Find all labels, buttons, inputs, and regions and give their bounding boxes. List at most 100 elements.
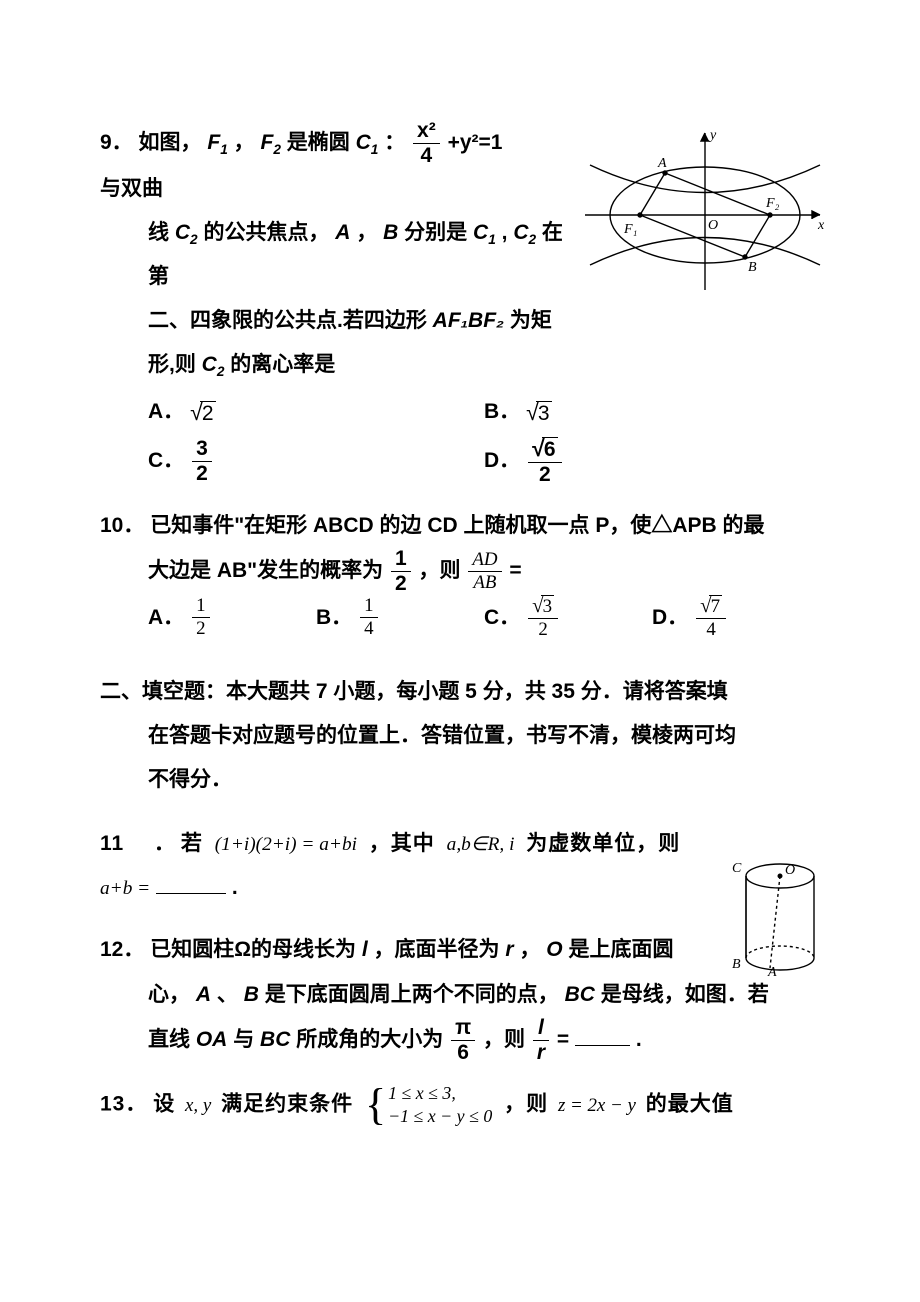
cyl-B: B <box>732 957 741 972</box>
q9-opts-row1: A． √2 B． √3 <box>148 388 820 436</box>
q9-l2e: , <box>502 221 508 244</box>
q11-c: 为虚数单位，则 <box>526 832 680 855</box>
q9-num: 9． <box>100 131 133 154</box>
q12-l3c: 所成角的大小为 <box>296 1028 443 1051</box>
q9-optC: C． 32 <box>148 436 484 486</box>
sec2-l2: 在答题卡对应题号的位置上．答错位置，书写不清，模棱两可均 <box>148 714 820 758</box>
q9-l3b: 为矩 <box>510 309 552 332</box>
q10-optC: C． √3 2 <box>484 595 652 640</box>
axis-y-label: y <box>708 128 717 143</box>
q12-l2d: 是母线，如图．若 <box>601 983 769 1006</box>
q10-a: 已知事件"在矩形 ABCD 的边 CD 上随机取一点 P，使△APB 的最 <box>150 514 764 537</box>
question-10: 10． 已知事件"在矩形 ABCD 的边 CD 上随机取一点 P，使△APB 的… <box>100 504 820 640</box>
q12-l3e: = <box>557 1028 569 1051</box>
q12-figure: C O B A <box>730 858 830 978</box>
cyl-C: C <box>732 861 742 876</box>
q10-opts: A． 12 B． 14 C． √3 2 D． √7 4 <box>148 595 820 640</box>
q12-num: 12． <box>100 938 144 961</box>
q12-l3d: ，则 <box>483 1028 525 1051</box>
q9-B: B <box>383 221 398 244</box>
q11-period: . <box>232 876 238 899</box>
q9-t2: ， <box>234 131 255 154</box>
q12-BC2: BC <box>260 1028 290 1051</box>
q12-d: 是上底面圆 <box>568 938 673 961</box>
q11-dot: ． <box>154 832 175 855</box>
q12-B: B <box>244 983 259 1006</box>
q11-b: ，其中 <box>369 832 435 855</box>
q9-t3: 是椭圆 <box>287 131 356 154</box>
axis-x-label: x <box>817 218 825 233</box>
sec2-l3: 不得分． <box>148 758 820 802</box>
q10-half: 12 <box>391 548 411 595</box>
q12-blank <box>575 1026 630 1046</box>
q11-cond: a,b∈R, i <box>447 834 515 855</box>
q12-l2c: 是下底面圆周上两个不同的点， <box>265 983 559 1006</box>
q12-angle: π6 <box>451 1017 475 1064</box>
q11-a: 若 <box>181 832 203 855</box>
q12-a: 已知圆柱Ω的母线长为 <box>150 938 362 961</box>
question-11: 11 ． 若 (1+i)(2+i) = a+bi ，其中 a,b∈R, i 为虚… <box>100 822 820 910</box>
q13-z: z = 2x − y <box>558 1095 636 1116</box>
q10-optD: D． √7 4 <box>652 595 820 640</box>
q11-expr: (1+i)(2+i) = a+bi <box>215 834 357 855</box>
q9-l2c: ， <box>356 221 377 244</box>
pt-F1: F₁ <box>623 222 637 237</box>
q12-OA: OA <box>196 1028 228 1051</box>
q11-blank <box>156 875 226 895</box>
q9-opts-row2: C． 32 D． √6 2 <box>148 436 820 486</box>
q12-l3a: 直线 <box>148 1028 196 1051</box>
q9-figure: y x A B F₁ F₂ O <box>580 125 830 295</box>
q13-num: 13． <box>100 1093 147 1116</box>
q9-t1: 如图， <box>139 131 202 154</box>
q9-optD: D． √6 2 <box>484 436 820 486</box>
q9-optA: A． √2 <box>148 388 484 436</box>
q10-d: = <box>509 559 521 582</box>
q12-l: l <box>362 938 368 961</box>
q9-C1b: C1 <box>473 221 496 244</box>
q9-frac: x² 4 <box>413 120 440 167</box>
q10-optB: B． 14 <box>316 595 484 640</box>
q13-c: ，则 <box>504 1093 548 1116</box>
q9-C2: C2 <box>175 221 198 244</box>
pt-A: A <box>657 156 667 171</box>
page: y x A B F₁ F₂ O C O B A 9． <box>0 0 920 1302</box>
q10-num: 10． <box>100 514 144 537</box>
q9-F2: F2 <box>260 131 280 154</box>
question-12: 12． 已知圆柱Ω的母线长为 l ，底面半径为 r ， O 是上底面圆 心， A… <box>100 928 700 1063</box>
q9-l4b: 的离心率是 <box>230 353 335 376</box>
cyl-O: O <box>785 863 795 878</box>
q12-lr: lr <box>533 1017 549 1064</box>
q9-F1: F1 <box>207 131 227 154</box>
pt-B: B <box>748 260 757 275</box>
q10-c: ，则 <box>419 559 461 582</box>
q10-ratio: ADAB <box>468 550 501 593</box>
q9-l4C2: C2 <box>202 353 225 376</box>
q9-l2d: 分别是 <box>404 221 473 244</box>
sec2-l1: 二、填空题：本大题共 7 小题，每小题 5 分，共 35 分．请将答案填 <box>100 670 820 714</box>
q12-O: O <box>546 938 562 961</box>
cyl-A: A <box>767 965 777 978</box>
q13-b: 满足约束条件 <box>221 1093 353 1116</box>
q9-t4: ： <box>384 131 405 154</box>
q12-r: r <box>505 938 513 961</box>
q12-c: ， <box>519 938 540 961</box>
q9-l2b: 的公共焦点， <box>203 221 329 244</box>
q9-l4a: 形,则 <box>148 353 202 376</box>
q13-d: 的最大值 <box>646 1093 734 1116</box>
q13-a: 设 <box>153 1093 175 1116</box>
q10-optA: A． 12 <box>148 595 316 640</box>
q9-C2b: C2 <box>513 221 536 244</box>
q12-b: ，底面半径为 <box>374 938 506 961</box>
q9-optB: B． √3 <box>484 388 820 436</box>
q9-l3a: 二、四象限的公共点.若四边形 <box>148 309 433 332</box>
question-13: 13． 设 x, y 满足约束条件 { 1 ≤ x ≤ 3, −1 ≤ x − … <box>100 1082 820 1128</box>
q12-l2b: 、 <box>217 983 238 1006</box>
q12-A: A <box>196 983 211 1006</box>
q13-xy: x, y <box>185 1095 211 1116</box>
q11-ab: a+b = <box>100 878 150 899</box>
q12-l2a: 心， <box>148 983 190 1006</box>
q12-BC: BC <box>565 983 595 1006</box>
q12-l3b: 与 <box>233 1028 260 1051</box>
q10-b: 大边是 AB"发生的概率为 <box>148 559 383 582</box>
q9-A: A <box>335 221 350 244</box>
